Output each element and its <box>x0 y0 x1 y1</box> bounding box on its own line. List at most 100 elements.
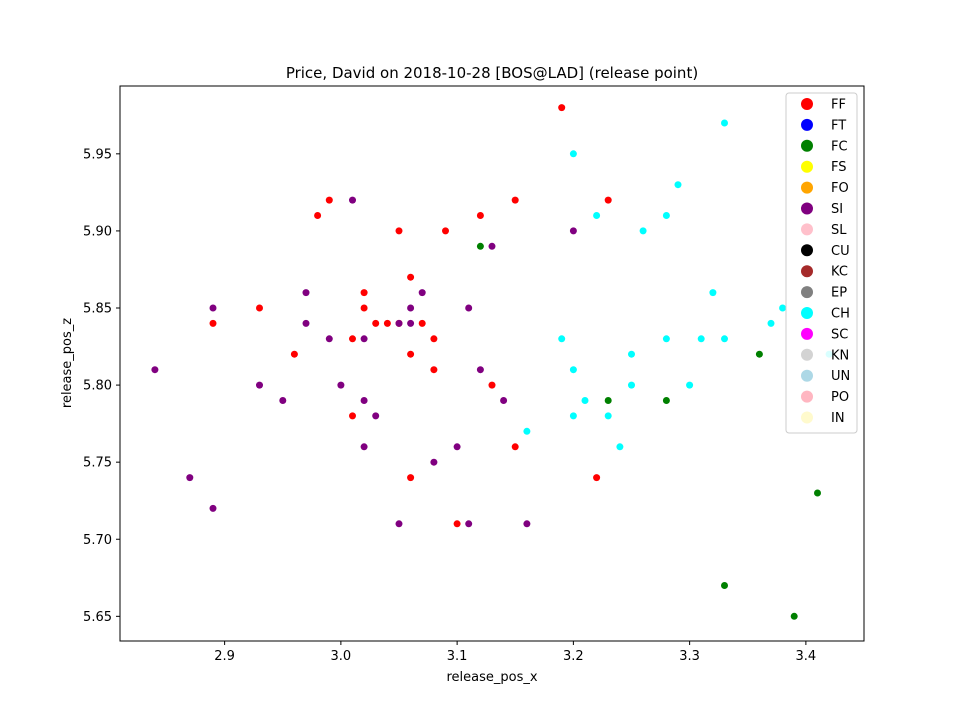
point-ch-3 <box>593 212 601 219</box>
point-ch-2 <box>674 181 682 189</box>
point-ff-5 <box>476 212 484 219</box>
point-si-7 <box>465 304 473 312</box>
point-si-3 <box>302 289 310 297</box>
point-ff-25 <box>407 474 415 482</box>
point-ch-18 <box>581 397 589 404</box>
point-si-4 <box>418 289 426 297</box>
point-ff-0 <box>558 104 566 112</box>
x-tick-label-5: 3.4 <box>796 649 817 664</box>
point-si-19 <box>500 397 508 404</box>
legend-marker-sc <box>801 327 813 340</box>
legend-label-ep: EP <box>831 286 847 301</box>
point-si-5 <box>209 304 217 312</box>
point-ff-7 <box>442 227 449 235</box>
legend-label-po: PO <box>831 390 849 405</box>
x-tick-label-0: 2.9 <box>214 649 235 664</box>
point-fc-2 <box>604 397 612 404</box>
point-fc-4 <box>814 489 821 497</box>
legend-label-fc: FC <box>831 139 848 154</box>
x-axis-ticks: 2.9 3.0 3.1 3.2 3.3 3.4 <box>214 641 816 664</box>
legend-label-fs: FS <box>831 160 847 175</box>
x-tick-label-3: 3.2 <box>563 649 584 664</box>
point-ch-16 <box>628 381 635 389</box>
legend-marker-fs <box>801 160 813 173</box>
point-ch-17 <box>686 381 694 389</box>
point-ch-5 <box>639 227 647 235</box>
legend-label-ff: FF <box>831 98 846 113</box>
chart-title: Price, David on 2018-10-28 [BOS@LAD] (re… <box>286 64 698 82</box>
point-ff-27 <box>453 520 461 528</box>
legend-label-in: IN <box>831 411 845 426</box>
point-ch-20 <box>604 412 612 420</box>
x-tick-label-1: 3.0 <box>331 649 352 664</box>
point-fc-1 <box>755 350 763 358</box>
point-si-11 <box>325 335 333 343</box>
legend-label-sc: SC <box>831 327 848 342</box>
legend-marker-ep <box>801 286 813 299</box>
data-points <box>151 104 833 620</box>
point-si-9 <box>395 319 403 327</box>
point-ff-12 <box>209 319 217 327</box>
legend-label-si: SI <box>831 202 843 217</box>
legend-marker-ch <box>801 307 813 319</box>
point-ch-7 <box>779 304 787 312</box>
x-tick-label-4: 3.3 <box>679 649 700 664</box>
legend-box <box>785 92 858 434</box>
legend-label-cu: CU <box>831 244 850 259</box>
legend-label-fo: FO <box>831 181 849 196</box>
point-ff-17 <box>349 335 356 343</box>
point-ff-16 <box>418 319 426 327</box>
y-axis-ticks: 5.65 5.70 5.75 5.80 5.85 5.90 5.95 <box>83 147 120 625</box>
x-axis-label: release_pos_x <box>446 670 537 685</box>
point-si-10 <box>407 319 415 327</box>
y-tick-label-0: 5.65 <box>83 610 112 625</box>
point-si-15 <box>256 381 263 389</box>
plot-frame <box>119 85 865 642</box>
point-ff-24 <box>511 443 519 451</box>
point-ch-8 <box>767 319 775 327</box>
x-tick-label-2: 3.1 <box>447 649 468 664</box>
point-ff-21 <box>430 366 438 374</box>
point-si-2 <box>569 227 577 235</box>
point-si-14 <box>476 366 484 374</box>
legend-label-sl: SL <box>831 223 847 238</box>
point-ff-22 <box>488 381 496 389</box>
point-ff-9 <box>360 289 368 297</box>
point-fc-6 <box>790 612 798 620</box>
point-ff-23 <box>349 412 356 420</box>
point-ch-11 <box>697 335 705 343</box>
point-ff-4 <box>314 212 322 219</box>
point-si-8 <box>302 319 310 327</box>
point-ff-14 <box>383 319 391 327</box>
point-ff-13 <box>372 319 380 327</box>
point-ch-10 <box>662 335 670 343</box>
point-ff-8 <box>407 273 415 281</box>
point-si-24 <box>186 474 194 482</box>
y-tick-label-6: 5.95 <box>83 147 112 162</box>
point-si-17 <box>279 397 287 404</box>
point-si-18 <box>360 397 368 404</box>
y-axis-label: release_pos_z <box>60 318 75 408</box>
legend-marker-fo <box>801 181 813 194</box>
point-fc-3 <box>662 397 670 404</box>
point-si-26 <box>395 520 403 528</box>
legend-marker-sl <box>801 223 813 236</box>
point-si-25 <box>209 504 217 512</box>
point-ch-12 <box>721 335 728 343</box>
point-ch-1 <box>569 150 577 158</box>
legend-marker-fc <box>801 139 813 152</box>
point-ff-10 <box>256 304 263 312</box>
y-tick-label-2: 5.75 <box>83 456 112 471</box>
y-tick-label-1: 5.70 <box>83 533 112 548</box>
point-si-20 <box>372 412 380 420</box>
point-si-28 <box>523 520 531 528</box>
y-tick-label-4: 5.85 <box>83 302 112 317</box>
point-si-6 <box>407 304 415 312</box>
legend-label-ft: FT <box>831 118 846 133</box>
point-ff-11 <box>360 304 368 312</box>
legend-label-kn: KN <box>831 348 849 363</box>
point-ch-22 <box>616 443 624 451</box>
point-ch-15 <box>569 366 577 374</box>
point-si-16 <box>337 381 345 389</box>
